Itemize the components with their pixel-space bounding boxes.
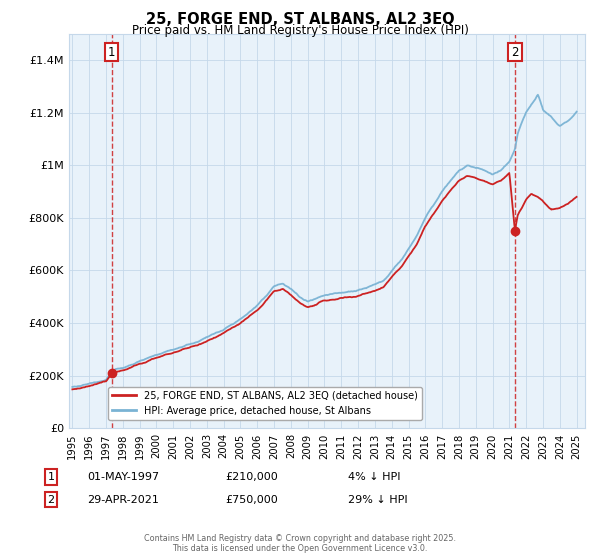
Text: 29% ↓ HPI: 29% ↓ HPI [348,494,407,505]
Text: Price paid vs. HM Land Registry's House Price Index (HPI): Price paid vs. HM Land Registry's House … [131,24,469,36]
Text: 1: 1 [47,472,55,482]
Text: 01-MAY-1997: 01-MAY-1997 [87,472,159,482]
Text: 25, FORGE END, ST ALBANS, AL2 3EQ: 25, FORGE END, ST ALBANS, AL2 3EQ [146,12,454,27]
Text: 1: 1 [108,45,115,59]
Legend: 25, FORGE END, ST ALBANS, AL2 3EQ (detached house), HPI: Average price, detached: 25, FORGE END, ST ALBANS, AL2 3EQ (detac… [108,387,422,419]
Text: Contains HM Land Registry data © Crown copyright and database right 2025.
This d: Contains HM Land Registry data © Crown c… [144,534,456,553]
Text: £210,000: £210,000 [225,472,278,482]
Text: £750,000: £750,000 [225,494,278,505]
Text: 2: 2 [511,45,518,59]
Text: 2: 2 [47,494,55,505]
Text: 29-APR-2021: 29-APR-2021 [87,494,159,505]
Text: 4% ↓ HPI: 4% ↓ HPI [348,472,401,482]
